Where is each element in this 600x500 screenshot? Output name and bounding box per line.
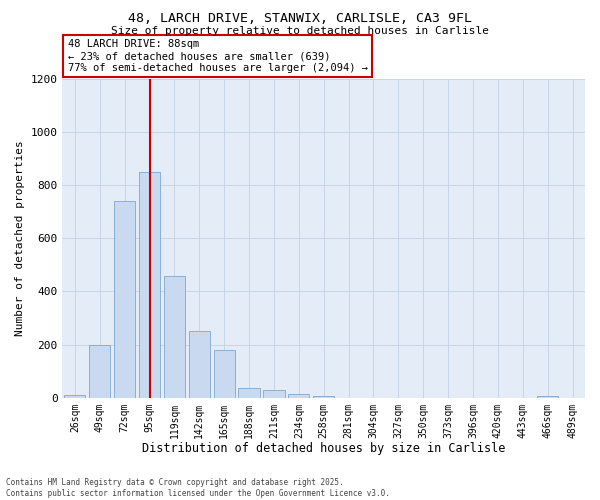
Bar bbox=[537, 396, 558, 398]
Bar bbox=[64, 394, 85, 398]
Bar bbox=[139, 172, 160, 398]
Text: Size of property relative to detached houses in Carlisle: Size of property relative to detached ho… bbox=[111, 26, 489, 36]
Bar bbox=[288, 394, 310, 398]
Bar bbox=[189, 332, 210, 398]
Bar bbox=[164, 276, 185, 398]
Text: 48, LARCH DRIVE, STANWIX, CARLISLE, CA3 9FL: 48, LARCH DRIVE, STANWIX, CARLISLE, CA3 … bbox=[128, 12, 472, 26]
Text: 48 LARCH DRIVE: 88sqm
← 23% of detached houses are smaller (639)
77% of semi-det: 48 LARCH DRIVE: 88sqm ← 23% of detached … bbox=[68, 40, 368, 72]
Bar bbox=[238, 388, 260, 398]
X-axis label: Distribution of detached houses by size in Carlisle: Distribution of detached houses by size … bbox=[142, 442, 505, 455]
Bar bbox=[214, 350, 235, 398]
Bar bbox=[313, 396, 334, 398]
Bar bbox=[114, 201, 135, 398]
Y-axis label: Number of detached properties: Number of detached properties bbox=[15, 140, 25, 336]
Bar bbox=[89, 344, 110, 398]
Text: Contains HM Land Registry data © Crown copyright and database right 2025.
Contai: Contains HM Land Registry data © Crown c… bbox=[6, 478, 390, 498]
Bar bbox=[263, 390, 284, 398]
